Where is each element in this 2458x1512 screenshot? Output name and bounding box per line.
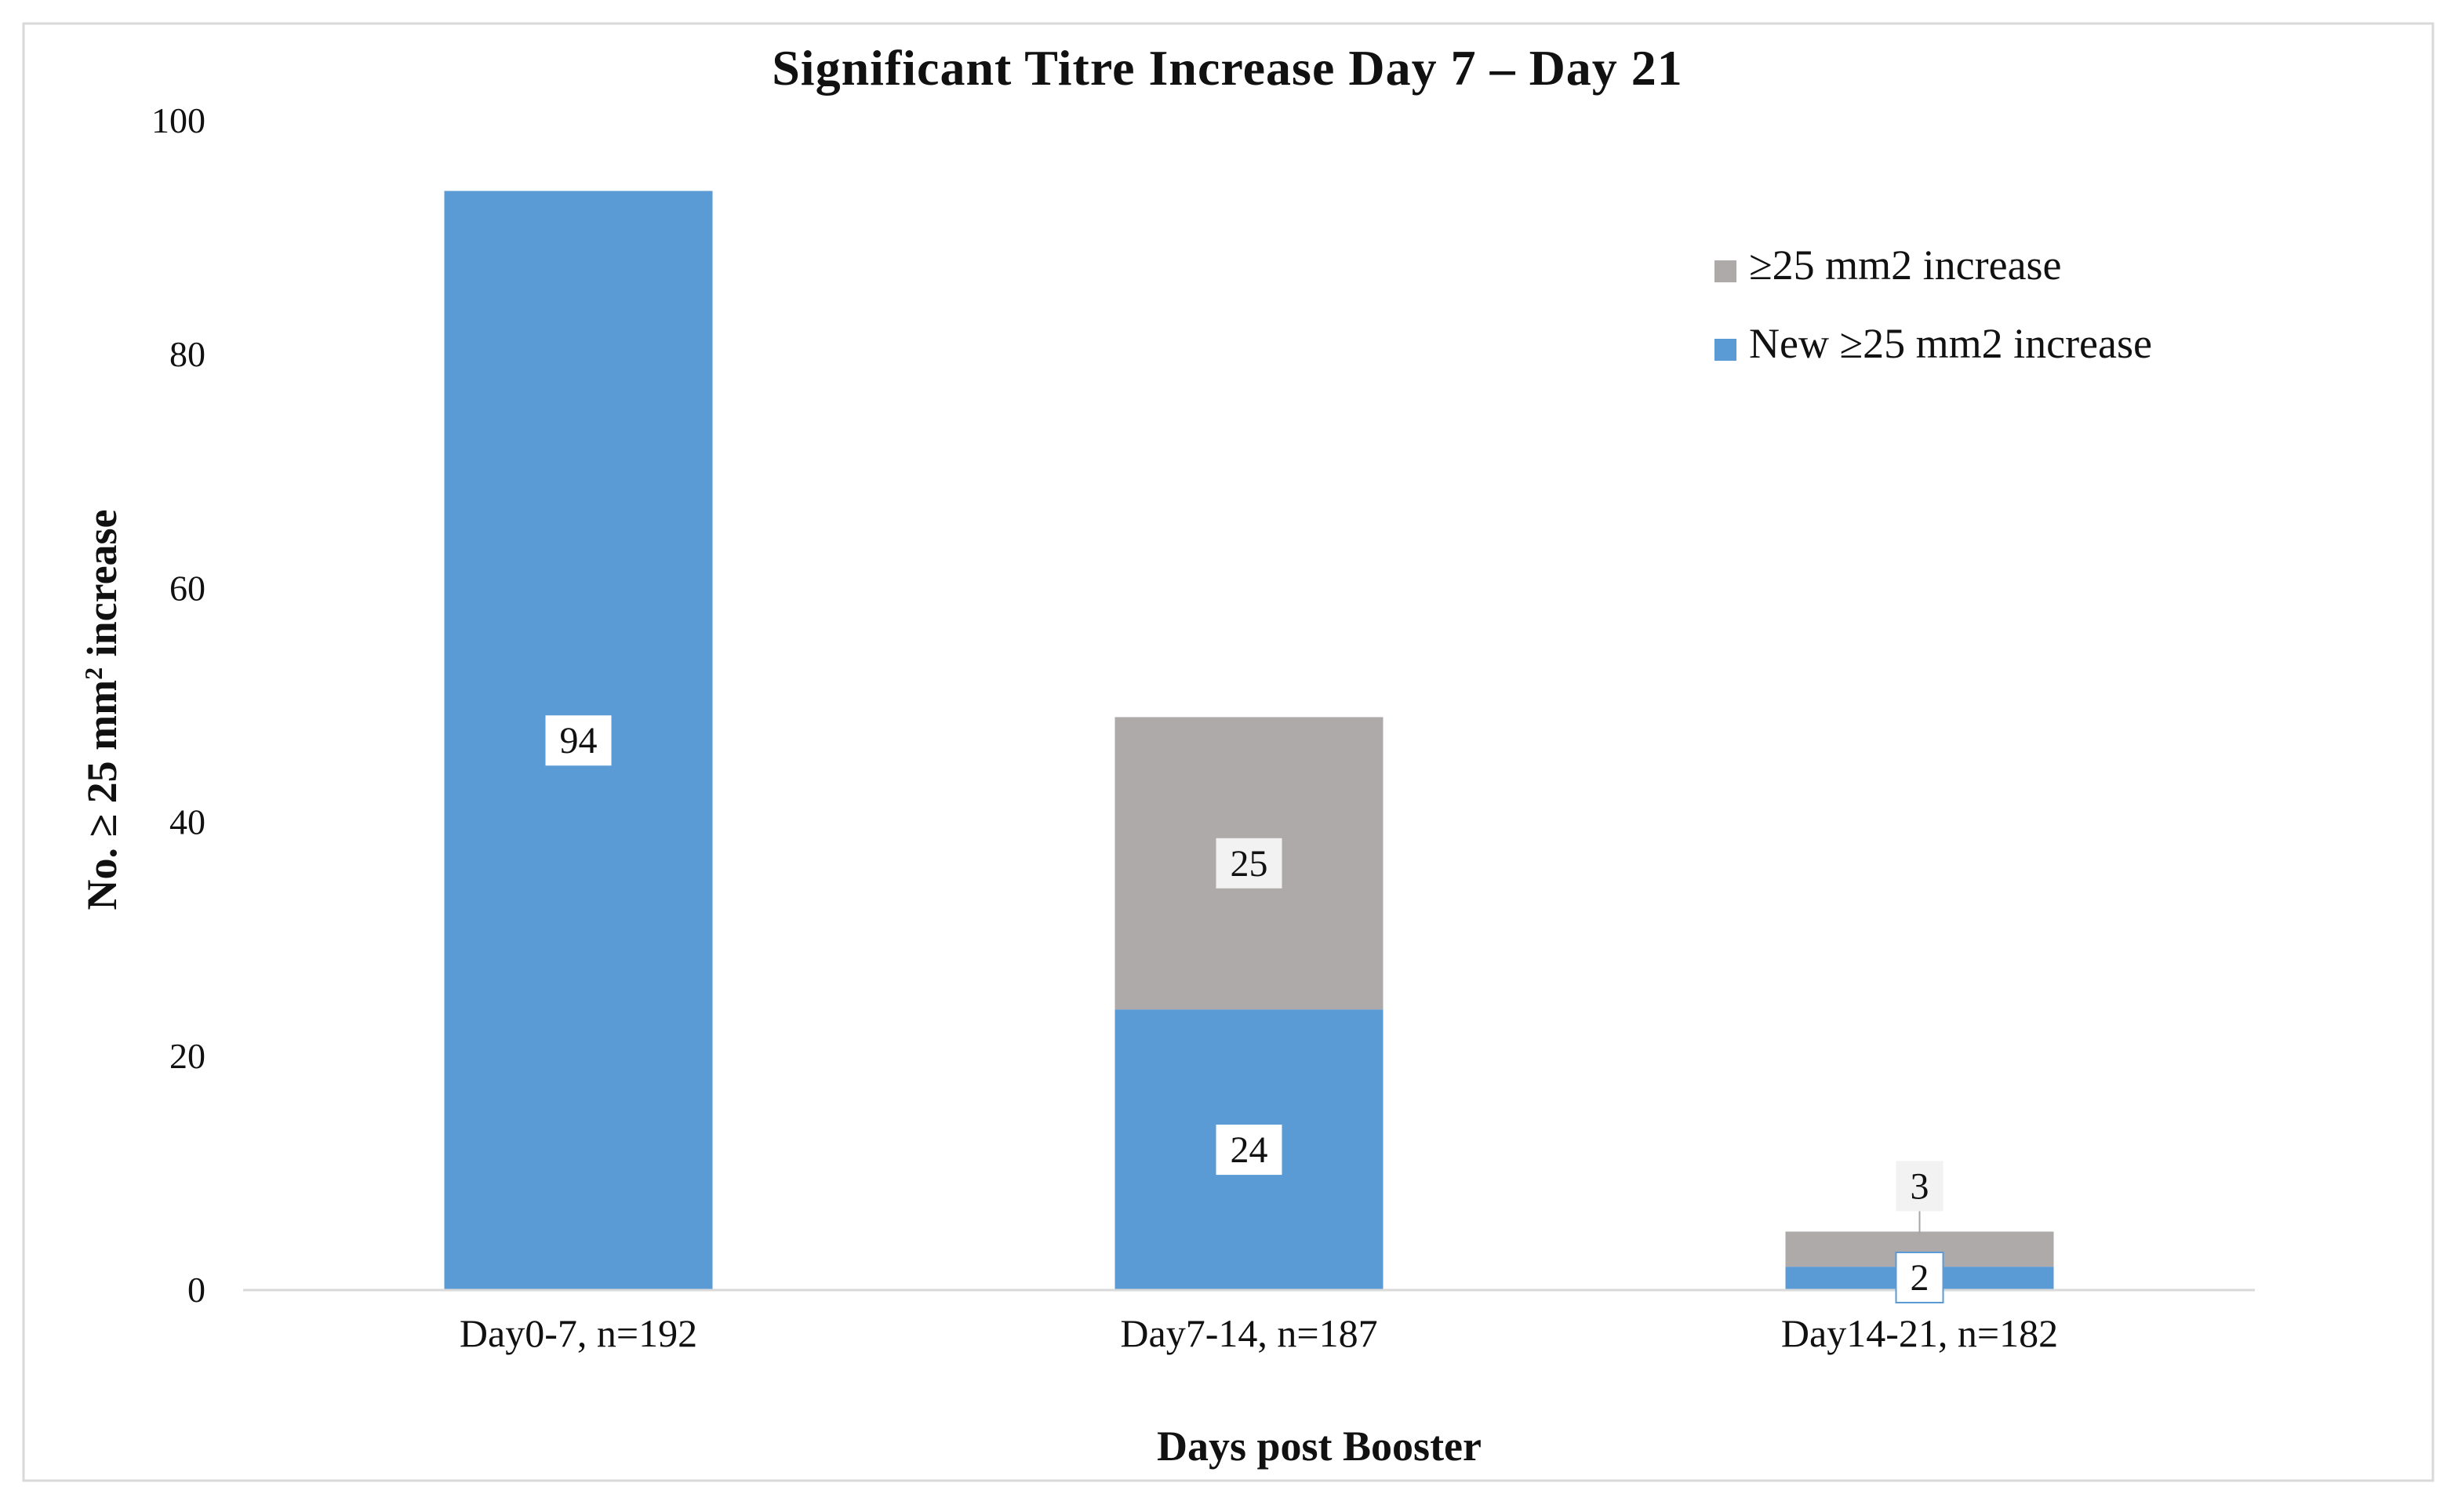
y-axis-title-rest: increase [78,509,125,667]
x-axis-title: Days post Booster [1157,1423,1482,1470]
y-axis-ticks: 0 20 40 60 80 100 [151,100,205,1310]
y-tick-label: 40 [169,802,205,842]
y-tick-label: 100 [151,100,205,140]
legend-swatch [1714,339,1736,361]
y-tick-label: 0 [187,1270,205,1310]
y-axis-title: No. ≥ 25 mm2 increase [78,509,125,910]
data-label: 24 [1231,1129,1268,1171]
data-label-box [1895,1252,1944,1303]
y-tick-label: 20 [169,1036,205,1076]
y-axis-title-main: No. ≥ 25 mm [78,680,125,910]
y-tick-label: 80 [169,334,205,374]
x-tick-label: Day14-21, n=182 [1781,1311,2058,1355]
y-tick-label: 60 [169,568,205,608]
data-label-box [545,715,612,766]
data-label-box [1216,1125,1282,1176]
legend-swatch [1714,260,1736,282]
x-tick-label: Day7-14, n=187 [1120,1311,1377,1355]
chart-title: Significant Titre Increase Day 7 – Day 2… [772,40,1683,96]
data-label: 25 [1231,843,1268,885]
x-axis-labels: Day0-7, n=192 Day7-14, n=187 Day14-21, n=1… [460,1311,2058,1355]
data-labels: 94 24 25 2 3 [545,715,1944,1303]
x-tick-label: Day0-7, n=192 [460,1311,697,1355]
data-label-box [1216,838,1282,889]
y-axis-title-superscript: 2 [79,667,107,680]
data-label: 3 [1911,1165,1929,1207]
data-label: 94 [560,720,598,761]
data-label: 2 [1911,1257,1929,1299]
bar-group [444,191,2054,1291]
data-label-box [1896,1161,1943,1212]
legend-label: ≥25 mm2 increase [1749,242,2062,289]
legend: ≥25 mm2 increase New ≥25 mm2 increase [1714,242,2152,367]
legend-label: New ≥25 mm2 increase [1749,320,2152,367]
